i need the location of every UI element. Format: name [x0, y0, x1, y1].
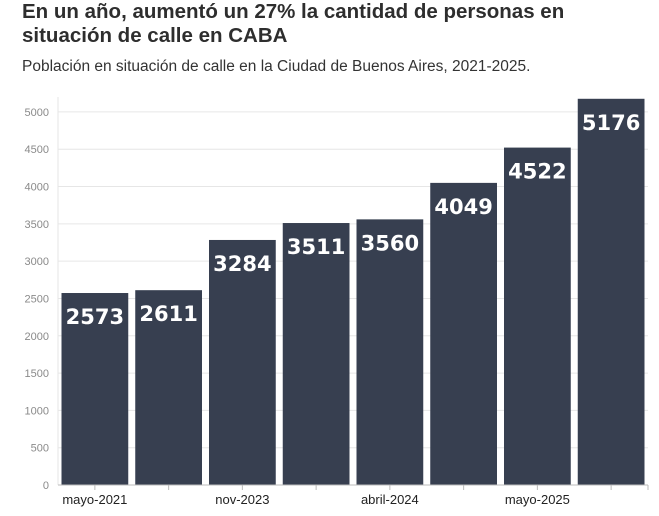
y-tick-label: 1000: [25, 405, 49, 417]
data-label: 4522: [508, 160, 566, 184]
x-tick-label: abril-2024: [361, 492, 419, 507]
data-label: 3511: [287, 235, 345, 259]
data-label: 4049: [434, 195, 492, 219]
x-axis: mayo-2021 nov-2023 abril-2024 mayo-2025: [58, 484, 649, 507]
y-tick-label: 1500: [25, 368, 49, 380]
bar: [577, 98, 645, 485]
x-tick-label: mayo-2021: [62, 492, 127, 507]
y-tick-label: 3000: [25, 256, 49, 268]
bars: [61, 98, 645, 485]
bar: [282, 223, 350, 485]
bar: [430, 182, 497, 485]
data-labels: 2573 2611 3284 3511 3560 4049 4522 5176: [66, 111, 641, 329]
data-label: 2573: [66, 305, 124, 329]
y-tick-label: 5000: [25, 107, 49, 119]
chart-subtitle: Población en situación de calle en la Ci…: [22, 58, 531, 75]
y-tick-label: 2000: [25, 331, 49, 343]
bar: [135, 290, 202, 485]
chart-title: En un año, aumentó un 27% la cantidad de…: [22, 0, 565, 47]
data-label: 3560: [361, 231, 419, 255]
bar: [61, 293, 129, 485]
y-tick-label: 2500: [25, 293, 49, 305]
data-label: 5176: [582, 111, 640, 135]
y-tick-label: 500: [31, 443, 49, 455]
bar: [356, 219, 424, 485]
y-tick-label: 4000: [25, 182, 49, 194]
y-axis: 0 500 1000 1500 2000 2500 3000 3500 4000 4500 5000: [25, 107, 49, 492]
x-tick-label: mayo-2025: [505, 492, 570, 507]
x-tick-label: nov-2023: [215, 492, 269, 507]
y-tick-label: 0: [43, 480, 49, 492]
data-label: 2611: [139, 302, 197, 326]
y-tick-label: 3500: [25, 219, 49, 231]
bar: [504, 147, 571, 485]
data-label: 3284: [213, 252, 271, 276]
y-tick-label: 4500: [25, 144, 49, 156]
bar: [209, 239, 276, 485]
